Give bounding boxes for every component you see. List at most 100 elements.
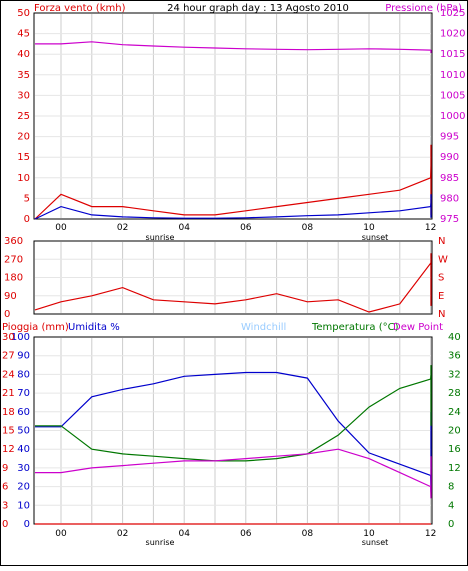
x-tick-label: 06	[240, 223, 252, 233]
wind-direction-line	[34, 253, 432, 313]
y-tick-label: 0	[2, 519, 8, 530]
y-tick-label: 980	[440, 193, 459, 204]
y-tick-label: 100	[11, 332, 30, 343]
y-tick-label: 40	[448, 332, 461, 343]
y-tick-label: 50	[17, 426, 30, 437]
y-tick-label: 270	[4, 254, 23, 265]
temperature-legend: Temperatura (°C)	[311, 322, 399, 333]
wind-average-line	[34, 194, 432, 220]
y-tick-label: 6	[2, 482, 8, 493]
x-tick-label: 08	[302, 529, 314, 539]
y-tick-label: 45	[17, 29, 30, 40]
pressure-label: Pressione (hPa)	[385, 3, 462, 14]
x-tick-label: 04	[178, 223, 190, 233]
y-tick-label: 12	[2, 444, 15, 455]
y-tick-label: 15	[2, 426, 15, 437]
y-tick-label: 1005	[440, 90, 465, 101]
humidity-line	[35, 371, 432, 493]
y-tick-label: 60	[17, 407, 30, 418]
y-tick-label: N	[438, 236, 445, 247]
x-tick-label: 12	[425, 223, 436, 233]
y-tick-label: 4	[448, 500, 454, 511]
x-tick-label: 12	[425, 529, 436, 539]
chart-marks: 0000020204040606080810101212141416161818…	[2, 8, 465, 539]
y-tick-label: 9	[2, 463, 8, 474]
y-tick-label: 985	[440, 173, 459, 184]
wind-speed-label: Forza vento (kmh)	[34, 3, 126, 14]
y-tick-label: 975	[440, 214, 459, 225]
y-tick-label: 28	[448, 388, 461, 399]
y-tick-label: 32	[448, 369, 461, 380]
x-tick-label: 04	[178, 529, 190, 539]
x-tick-label: 06	[240, 529, 252, 539]
x-tick-label: 10	[363, 223, 375, 233]
y-tick-label: 20	[17, 132, 30, 143]
dewpoint-line	[35, 448, 432, 499]
x-tick-label: 08	[302, 223, 314, 233]
sunrise-label-bottom: sunrise	[146, 538, 175, 547]
graph-title: 24 hour graph day : 13 Agosto 2010	[167, 3, 349, 14]
y-tick-label: 1000	[440, 111, 465, 122]
y-tick-label: 30	[17, 90, 30, 101]
y-tick-label: 18	[2, 407, 15, 418]
y-tick-label: 40	[17, 444, 30, 455]
y-tick-label: E	[438, 291, 444, 302]
y-tick-label: 360	[4, 236, 23, 247]
y-tick-label: 24	[2, 369, 15, 380]
y-tick-label: 27	[2, 351, 15, 362]
y-tick-label: 40	[17, 49, 30, 60]
y-tick-label: 80	[17, 369, 30, 380]
y-tick-label: 90	[4, 291, 17, 302]
y-tick-label: 990	[440, 152, 459, 163]
y-tick-label: 3	[2, 500, 8, 511]
y-tick-label: 21	[2, 388, 15, 399]
y-tick-label: 0	[24, 519, 30, 530]
pressure-line	[35, 41, 432, 53]
temperature-line	[35, 365, 432, 462]
sunrise-label-top: sunrise	[146, 233, 175, 242]
y-tick-label: 15	[17, 152, 30, 163]
y-tick-label: 0	[448, 519, 454, 530]
y-tick-label: 1025	[440, 8, 465, 19]
y-tick-label: 20	[17, 482, 30, 493]
y-tick-label: 35	[17, 70, 30, 81]
x-tick-label: 10	[363, 529, 375, 539]
y-tick-label: 1010	[440, 70, 465, 81]
y-tick-label: 90	[17, 351, 30, 362]
y-tick-label: 180	[4, 273, 23, 284]
y-tick-label: W	[438, 254, 448, 265]
y-tick-label: 1020	[440, 29, 465, 40]
x-tick-label: 00	[55, 223, 67, 233]
y-tick-label: 70	[17, 388, 30, 399]
windchill-legend: Windchill	[241, 322, 286, 333]
x-tick-label: 02	[117, 529, 128, 539]
y-tick-label: 10	[17, 173, 30, 184]
y-tick-label: N	[438, 309, 445, 320]
sunset-label-top: sunset	[362, 233, 389, 242]
y-tick-label: 12	[448, 463, 461, 474]
humidity-legend: Umidita %	[68, 322, 120, 333]
y-tick-label: 16	[448, 444, 461, 455]
y-tick-label: S	[438, 273, 444, 284]
y-tick-label: 25	[17, 111, 30, 122]
y-tick-label: 8	[448, 482, 454, 493]
x-tick-label: 00	[55, 529, 67, 539]
y-tick-label: 24	[448, 407, 461, 418]
y-tick-label: 5	[24, 193, 30, 204]
dewpoint-legend: Dew Point	[393, 322, 443, 333]
sunset-label-bottom: sunset	[362, 538, 389, 547]
y-tick-label: 0	[24, 214, 30, 225]
y-tick-label: 36	[448, 351, 461, 362]
y-tick-label: 50	[17, 8, 30, 19]
y-tick-label: 30	[2, 332, 15, 343]
y-tick-label: 0	[4, 309, 10, 320]
y-tick-label: 995	[440, 132, 459, 143]
y-tick-label: 1015	[440, 49, 465, 60]
x-tick-label: 02	[117, 223, 128, 233]
y-tick-label: 10	[17, 500, 30, 511]
rain-legend: Pioggia (mm)	[2, 322, 69, 333]
y-tick-label: 20	[448, 426, 461, 437]
y-tick-label: 30	[17, 463, 30, 474]
